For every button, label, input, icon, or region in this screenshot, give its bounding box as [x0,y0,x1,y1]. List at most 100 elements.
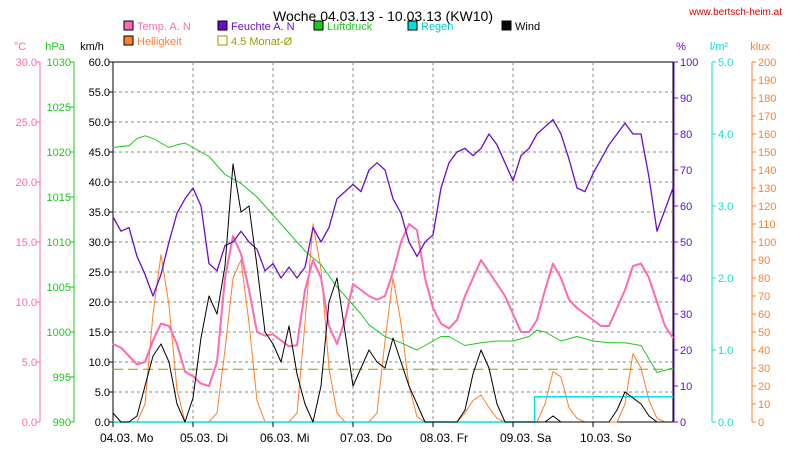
data-point [336,198,338,200]
data-point [336,277,338,279]
data-point [320,268,322,270]
data-point [368,349,370,351]
data-point [136,255,138,257]
legend-label: Helligkeit [137,36,182,48]
data-point [600,158,602,160]
data-point [144,361,146,363]
data-point [192,397,194,399]
data-point [608,421,610,423]
data-point [152,295,154,297]
data-point [160,323,162,325]
data-point [608,342,610,344]
data-point [352,304,354,306]
data-point [512,313,514,315]
pressure-tick-label: 1005 [47,282,71,294]
data-point [464,409,466,411]
wind-tick-label: 30.0 [89,237,110,249]
data-point [376,412,378,414]
temp-tick-label: 10.0 [16,297,37,309]
data-point [624,289,626,291]
data-point [480,342,482,344]
wind-tick-label: 20.0 [89,297,110,309]
series-helligkeit [112,223,674,423]
data-point [152,313,154,315]
rain-tick-label: 4.0 [718,129,733,141]
site-link[interactable]: www.bertsch-heim.at [688,7,782,18]
data-point [280,223,282,225]
data-point [536,329,538,331]
data-point [248,289,250,291]
wind-tick-label: 25.0 [89,267,110,279]
pressure-axis-unit: hPa [45,41,65,53]
data-point [472,399,474,401]
series-feuchte-a-n [112,118,674,297]
data-point [304,322,306,324]
data-point [472,373,474,375]
humidity-tick-label: 50 [680,237,692,249]
data-point [584,421,586,423]
data-point [296,277,298,279]
data-point [136,138,138,139]
pressure-tick-label: 1025 [47,102,71,114]
data-point [624,342,626,344]
light-tick-label: 100 [758,237,776,249]
data-point [160,343,162,345]
data-point [408,223,410,225]
data-point [648,277,650,279]
data-point [440,336,442,337]
data-point [232,163,234,165]
humidity-axis-unit: % [676,41,686,53]
data-point [672,421,674,423]
light-tick-label: 110 [758,219,776,231]
data-point [368,295,370,297]
data-point [168,361,170,363]
data-point [232,241,234,243]
data-point [496,283,498,285]
data-point [384,340,386,342]
x-axis-labels: 04.03. Mo 05.03. Di 06.03. Mi 07.03. Do 08.0… [100,422,632,445]
series-luftdruck [112,135,674,373]
data-point [672,367,674,369]
data-point [416,229,418,231]
data-point [584,313,586,315]
data-point [408,385,410,387]
data-point [504,421,506,423]
data-point [392,198,394,200]
data-point [520,155,522,157]
data-point [216,313,218,315]
data-point [224,349,226,351]
data-point [656,417,658,419]
legend-label: Luftdruck [327,21,373,33]
data-point [552,119,554,121]
data-point [144,273,146,275]
legend-swatch [501,20,512,31]
data-point [608,325,610,327]
series-line [112,135,674,373]
temp-tick-label: 0.0 [22,417,37,429]
humidity-tick-label: 30 [680,309,692,321]
data-point [496,144,498,146]
data-point [296,373,298,375]
rain-axis-unit: l/m² [710,41,729,53]
data-point [488,407,490,409]
data-point [560,340,562,342]
data-point [328,227,330,229]
data-point [512,340,514,342]
legend-swatch [123,20,134,31]
data-point [568,421,570,423]
series-line [112,163,673,423]
data-point [424,241,426,243]
data-point [616,421,618,423]
legend-swatch [217,20,228,31]
data-point [520,331,522,333]
wind-tick-label: 10.0 [89,357,110,369]
data-point [360,191,362,193]
data-point [376,299,378,301]
data-point [144,135,146,137]
data-point [632,397,634,399]
data-point [384,295,386,297]
data-point [576,336,578,337]
data-point [168,325,170,327]
data-point [336,412,338,414]
data-point [384,367,386,369]
